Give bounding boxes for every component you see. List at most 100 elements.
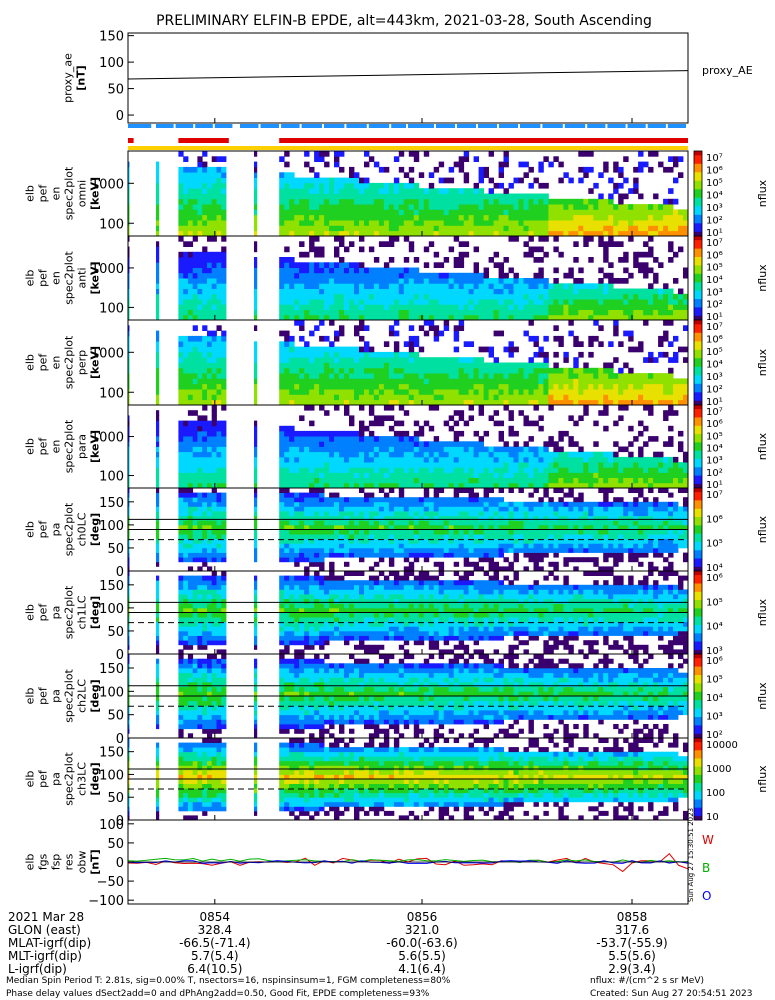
spectrogram-cell [478, 436, 484, 442]
spectrogram-cell [423, 230, 430, 237]
spectrogram-cell [349, 552, 355, 558]
colorbar-segment [694, 176, 702, 180]
spectrogram-cell [548, 451, 554, 458]
spectrogram-cell [413, 482, 420, 489]
spectrogram-cell [633, 346, 639, 353]
spectrogram-cell [528, 230, 534, 237]
spectrogram-cell [603, 299, 609, 305]
spectrogram-cell [543, 482, 549, 489]
spectrogram-cell [284, 182, 290, 189]
colorbar-tick-label: 10¹ [706, 228, 723, 239]
spectrogram-cell [373, 506, 380, 512]
spectrogram-cell [508, 214, 514, 221]
colorbar-tick-label: 10³ [706, 372, 723, 383]
proxy-right-label: proxy_AE [702, 64, 753, 77]
spectrogram-cell [192, 482, 198, 489]
spectrogram-cell [279, 547, 285, 553]
spectrogram-cell [279, 204, 285, 210]
spectrogram-cell [368, 156, 375, 162]
spectrogram-cell [309, 441, 315, 447]
spectrogram-cell [202, 304, 208, 310]
spectrogram-cell [211, 515, 217, 521]
spectrogram-cell [279, 220, 285, 226]
spectrogram-cell [221, 299, 227, 305]
colorbar-segment [694, 373, 702, 376]
spectrogram-cell [498, 193, 504, 200]
spectrogram-cell [211, 462, 217, 468]
spectrogram-cell [628, 188, 634, 194]
spectrogram-cell [304, 267, 310, 274]
spectrogram-cell [211, 420, 217, 427]
spectrogram-cell [221, 156, 227, 162]
colorbar-label: nflux [756, 264, 769, 292]
spectrogram-cell [207, 425, 213, 432]
spectrogram-cell [128, 309, 130, 316]
spectrogram-cell [304, 283, 310, 289]
spectrogram-cell [408, 204, 415, 210]
panel-frame [127, 32, 689, 124]
spectrogram-cell [473, 188, 479, 194]
spectrogram-cell [216, 456, 222, 463]
spectrogram-cell [558, 341, 564, 347]
spectrogram-cell [653, 214, 659, 221]
spectrogram-cell [538, 472, 544, 478]
spectrogram-cell [254, 267, 258, 274]
spectrogram-cell [503, 441, 509, 447]
spectrogram-cell [359, 230, 365, 237]
spectrogram-cell [548, 367, 554, 374]
spectrogram-cell [339, 188, 345, 194]
spectrogram-cell [668, 482, 674, 489]
spectrogram-cell [578, 415, 584, 421]
spectrogram-cell [558, 462, 564, 468]
y-tick-label: 150 [99, 30, 124, 45]
spectrogram-cell [378, 283, 385, 289]
spectrogram-cell [294, 346, 300, 353]
spectrogram-cell [156, 430, 160, 437]
spectrogram-cell [433, 472, 440, 478]
spectrogram-cell [364, 293, 370, 300]
spectrogram-cell [423, 262, 430, 268]
spectrogram-cell [334, 335, 340, 342]
spectrogram-cell [678, 293, 684, 300]
spectrogram-cell [364, 492, 370, 498]
spectrogram-cell [344, 441, 350, 447]
spectrogram-cell [673, 399, 679, 406]
spectrogram-cell [558, 225, 564, 232]
y-axis-label-line: [keV] [89, 346, 102, 379]
spectrogram-cell [354, 230, 360, 237]
spectrogram-cell [668, 166, 674, 173]
spectrogram-cell [453, 278, 460, 284]
spectrogram-cell [359, 283, 365, 289]
spectrogram-cell [314, 151, 320, 157]
spectrogram-cell [294, 357, 300, 363]
spectrogram-cell [393, 446, 400, 453]
spectrogram-cell [128, 566, 130, 572]
spectrogram-cell [408, 214, 415, 221]
spectrogram-cell [344, 538, 350, 544]
spectrogram-cell [513, 198, 519, 205]
spectrogram-cell [284, 188, 290, 194]
spectrogram-cell [538, 314, 544, 321]
spectrogram-cell [398, 430, 405, 437]
spectrogram-cell [583, 314, 589, 321]
spectrogram-cell [178, 501, 184, 507]
spectrogram-cell [221, 462, 227, 468]
spectrogram-cell [428, 399, 435, 406]
spectrogram-cell [207, 399, 213, 406]
spectrogram-cell [523, 367, 529, 374]
spectrogram-cell [483, 204, 489, 210]
spectrogram-cell [304, 262, 310, 268]
spectrogram-cell [279, 534, 285, 540]
spectrogram-cell [289, 262, 295, 268]
spectrogram-cell [192, 262, 198, 268]
spectrogram-cell [443, 257, 450, 263]
spectrogram-cell [398, 538, 405, 544]
spectrogram-cell [483, 299, 489, 305]
spectrogram-cell [393, 346, 400, 353]
spectrogram-cell [197, 462, 203, 468]
spectrogram-cell [279, 225, 285, 232]
spectrogram-cell [289, 472, 295, 478]
spectrogram-cell [483, 267, 489, 274]
spectrogram-cell [663, 309, 669, 316]
spectrogram-cell [548, 309, 554, 316]
